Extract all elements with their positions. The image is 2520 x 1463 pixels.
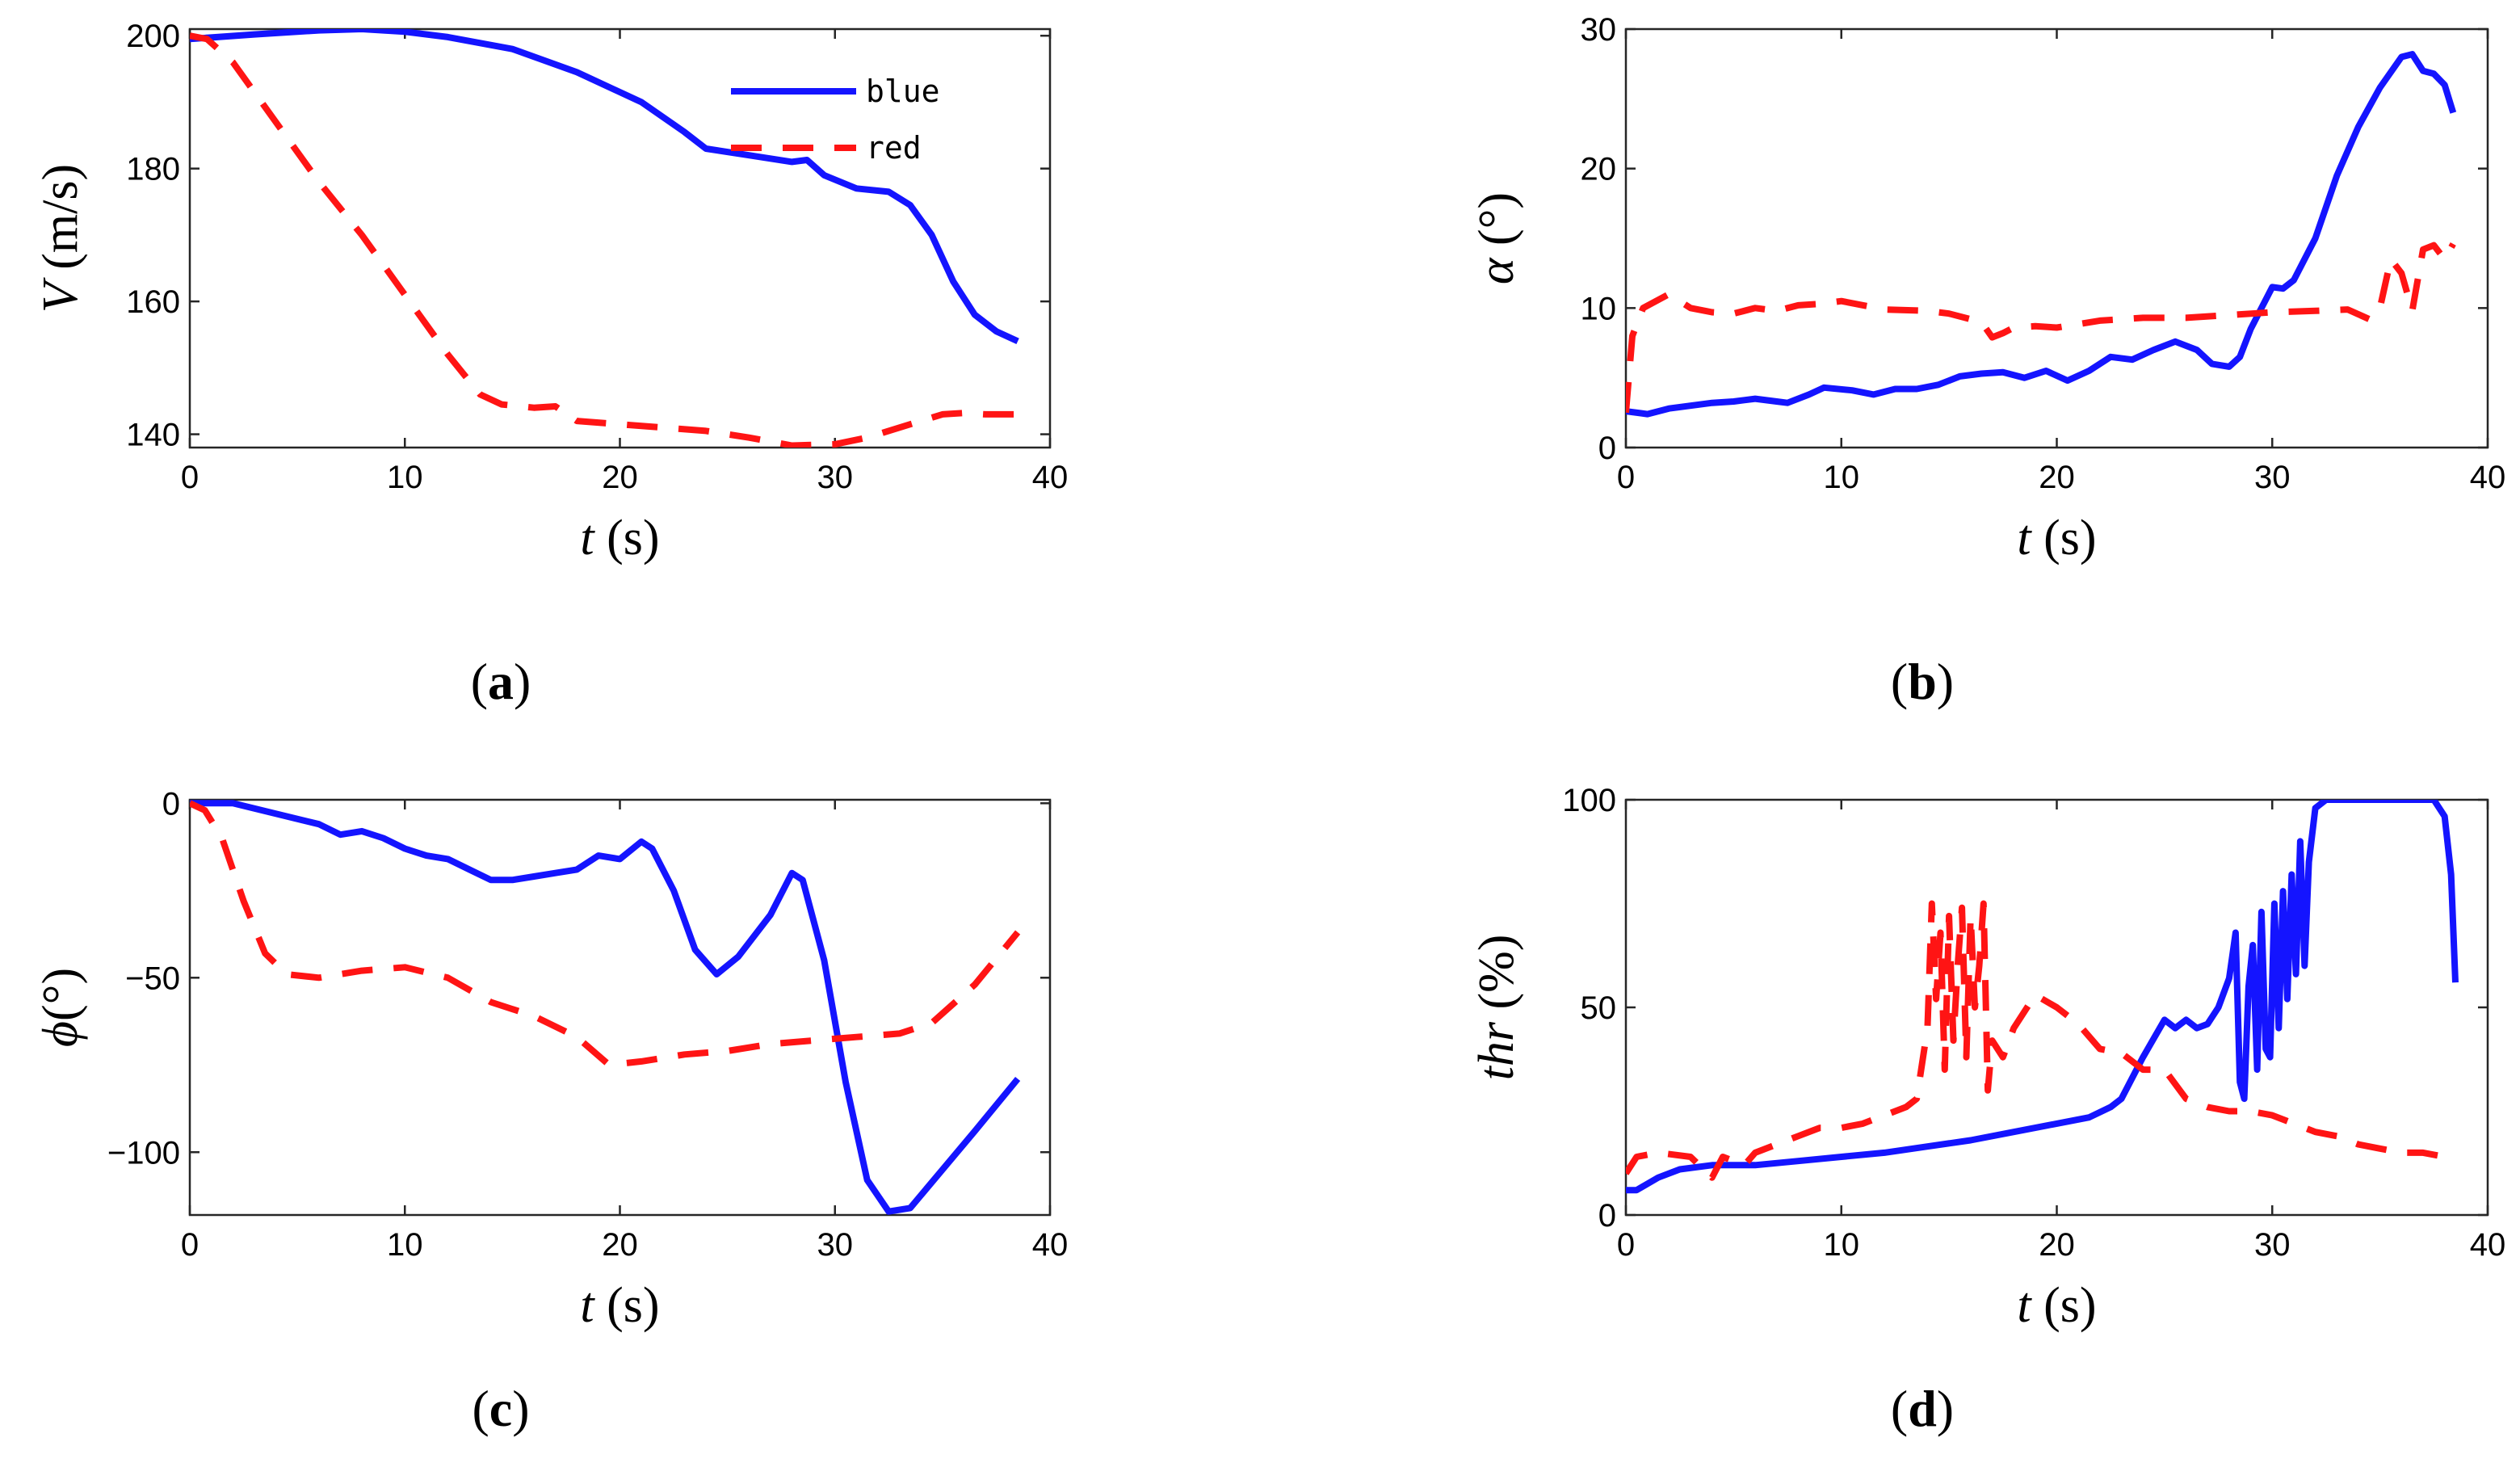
series-line-blue [190,800,1021,1215]
y-axis-label: ϕ(°) [33,968,88,1047]
y-tick-label: 0 [162,786,180,822]
y-axis-label: α (°) [1469,192,1524,284]
x-tick-label: 20 [602,460,638,495]
y-tick-label: 0 [1598,1198,1616,1234]
y-tick-label: 160 [126,284,180,320]
y-tick-label: 100 [1562,783,1616,818]
x-tick-label: 30 [2254,1227,2291,1263]
x-tick-label: 0 [1617,1227,1635,1263]
y-tick-label: 20 [1581,152,1617,187]
y-tick-label: 30 [1581,12,1617,48]
panel-caption: (a) [471,653,531,710]
x-tick-label: 20 [602,1227,638,1263]
x-tick-label: 10 [387,1227,423,1263]
y-tick-label: 50 [1581,990,1617,1026]
series-line-blue [1626,800,2459,1194]
x-tick-label: 0 [1617,460,1635,495]
x-tick-label: 10 [1824,460,1860,495]
series-line-red [190,800,1021,1069]
legend-label-red: red [866,130,922,166]
panel-d: 0 10 20 30 40 0 50 100 t (s) thr (%) (d) [1469,783,2505,1437]
x-tick-label: 20 [2039,1227,2075,1263]
y-axis-label: V (m/s) [33,164,88,313]
legend-label-blue: blue [866,74,940,109]
panel-c: 0 10 20 30 40 0 −50 −100 t (s) ϕ(°) (c) [33,786,1068,1437]
x-axis-label: t (s) [580,511,659,565]
x-tick-label: 20 [2039,460,2075,495]
panel-caption: (d) [1891,1380,1954,1437]
y-tick-label: 140 [126,418,180,453]
x-tick-label: 0 [181,1227,199,1263]
y-tick-label: −50 [125,961,180,996]
series-line-red [1626,900,2446,1181]
x-axis-label: t (s) [2017,511,2096,565]
x-tick-label: 40 [1032,460,1069,495]
x-tick-label: 30 [817,1227,854,1263]
axes-box [1624,27,2489,449]
panel-b: 0 10 20 30 40 0 10 20 30 t (s) α (°) (b) [1469,12,2505,710]
x-tick-label: 40 [2470,460,2506,495]
x-axis-label: t (s) [580,1278,659,1333]
x-tick-label: 10 [1824,1227,1860,1263]
y-tick-label: 0 [1598,431,1616,466]
series-line-red [1626,242,2456,414]
x-tick-label: 30 [817,460,854,495]
series-line-blue [190,29,1019,345]
panel-a: 0 10 20 30 40 140 160 180 200 t (s) V (m/s) blue red… [33,19,1068,710]
series-line-blue [1626,51,2457,418]
y-tick-label: −100 [107,1135,180,1171]
x-tick-label: 0 [181,460,199,495]
y-tick-label: 200 [126,19,180,54]
panel-caption: (b) [1891,653,1954,710]
y-axis-label: thr (%) [1469,935,1524,1081]
x-tick-label: 40 [2470,1227,2506,1263]
y-tick-label: 180 [126,152,180,187]
series-line-red [190,32,1018,448]
x-tick-label: 10 [387,460,423,495]
x-tick-label: 30 [2254,460,2291,495]
x-tick-label: 40 [1032,1227,1069,1263]
y-tick-label: 10 [1581,291,1617,326]
panel-caption: (c) [472,1380,529,1437]
x-axis-label: t (s) [2017,1278,2096,1333]
